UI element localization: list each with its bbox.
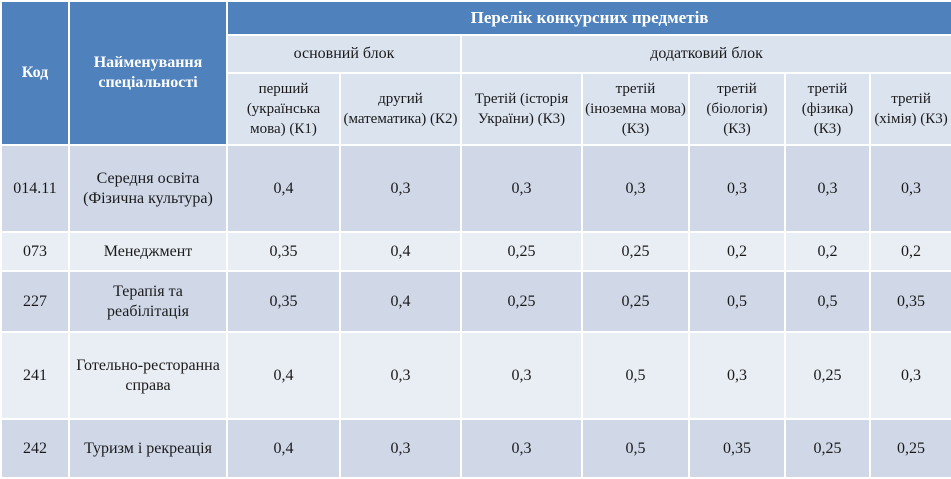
header-specialty-name: Найменування спеціальності (68, 0, 228, 146)
value-cell: 0,2 (784, 231, 871, 272)
table-row: 227 Терапія та реабілітація 0,35 0,4 0,2… (0, 270, 951, 333)
header-subject-3: Третій (історія України) (К3) (460, 72, 583, 146)
value-cell: 0,3 (784, 144, 871, 233)
value-cell: 0,4 (339, 231, 462, 272)
value-cell: 0,3 (688, 331, 786, 420)
row-specialty-name: Середня освіта (Фізична культура) (68, 144, 228, 233)
value-cell: 0,25 (868, 418, 951, 479)
row-specialty-name: Готельно-ресторанна справа (68, 331, 228, 420)
value-cell: 0,3 (339, 418, 462, 479)
value-cell: 0,3 (460, 144, 583, 233)
value-cell: 0,3 (868, 331, 951, 420)
value-cell: 0,4 (339, 270, 462, 333)
header-subject-2: другий (математика) (К2) (339, 72, 462, 146)
value-cell: 0,5 (581, 418, 690, 479)
header-extra-block: додатковий блок (459, 34, 951, 74)
row-code: 073 (0, 231, 70, 272)
header-subject-4: третій (іноземна мова) (К3) (581, 72, 690, 146)
row-code: 241 (0, 331, 70, 420)
value-cell: 0,25 (581, 231, 690, 272)
row-code: 242 (0, 418, 70, 479)
table-row: 073 Менеджмент 0,35 0,4 0,25 0,25 0,2 0,… (0, 231, 951, 272)
value-cell: 0,2 (868, 231, 951, 272)
table-row: 242 Туризм і рекреація 0,4 0,3 0,3 0,5 0… (0, 418, 951, 479)
value-cell: 0,3 (581, 144, 690, 233)
header-main-block: основний блок (226, 34, 462, 74)
value-cell: 0,35 (688, 418, 786, 479)
header-subject-7: третій (хімія) (К3) (868, 72, 951, 146)
table-row: 014.11 Середня освіта (Фізична культура)… (0, 144, 951, 233)
value-cell: 0,25 (460, 270, 583, 333)
row-specialty-name: Менеджмент (68, 231, 228, 272)
value-cell: 0,5 (688, 270, 786, 333)
header-subject-6: третій (фізика) (К3) (784, 72, 871, 146)
table-row: 241 Готельно-ресторанна справа 0,4 0,3 0… (0, 331, 951, 420)
value-cell: 0,35 (868, 270, 951, 333)
value-cell: 0,2 (688, 231, 786, 272)
row-code: 227 (0, 270, 70, 333)
value-cell: 0,4 (226, 144, 341, 233)
header-code: Код (0, 0, 70, 146)
row-specialty-name: Туризм і рекреація (68, 418, 228, 479)
value-cell: 0,3 (868, 144, 951, 233)
header-subject-5: третій (біологія) (К3) (688, 72, 786, 146)
value-cell: 0,25 (581, 270, 690, 333)
value-cell: 0,3 (339, 144, 462, 233)
value-cell: 0,35 (226, 231, 341, 272)
value-cell: 0,3 (688, 144, 786, 233)
row-specialty-name: Терапія та реабілітація (68, 270, 228, 333)
value-cell: 0,3 (460, 418, 583, 479)
value-cell: 0,3 (339, 331, 462, 420)
value-cell: 0,35 (226, 270, 341, 333)
value-cell: 0,5 (784, 270, 871, 333)
value-cell: 0,25 (460, 231, 583, 272)
header-subject-1: перший (українська мова) (К1) (226, 72, 341, 146)
value-cell: 0,25 (784, 331, 871, 420)
value-cell: 0,5 (581, 331, 690, 420)
value-cell: 0,25 (784, 418, 871, 479)
value-cell: 0,4 (226, 418, 341, 479)
header-subjects-title: Перелік конкурсних предметів (225, 0, 951, 36)
value-cell: 0,3 (460, 331, 583, 420)
value-cell: 0,4 (226, 331, 341, 420)
row-code: 014.11 (0, 144, 70, 233)
